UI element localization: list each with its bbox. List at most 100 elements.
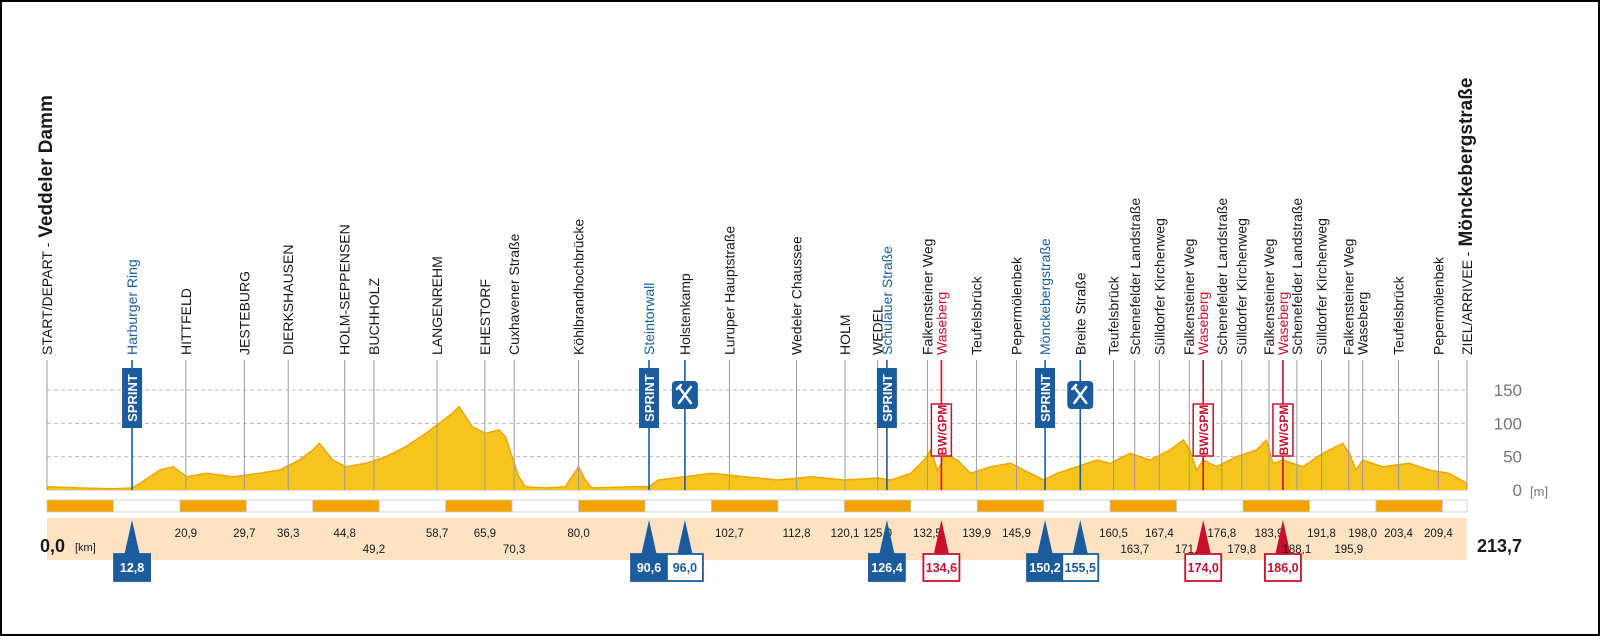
km-label: 209,4 xyxy=(1424,528,1453,540)
waypoint-name-text: Sülldorfer Kirchenweg xyxy=(1234,218,1250,355)
km-label: 139,9 xyxy=(962,528,991,540)
waypoint-name-text: Mönckebergstraße xyxy=(1037,238,1053,355)
km-label: 188,1 xyxy=(1283,544,1312,556)
waypoint-name-text: DIERKSHAUSEN xyxy=(280,245,296,355)
waypoint-name-bold: Veddeler Damm xyxy=(36,95,57,238)
km-label: 20,9 xyxy=(175,528,197,540)
waypoint-name-text: HOLM xyxy=(837,315,853,355)
sprint-box xyxy=(1035,368,1056,428)
waypoint-name-text: HITTFELD xyxy=(178,288,194,355)
km-label: 70,3 xyxy=(503,544,525,556)
km-stripe xyxy=(1109,499,1178,513)
km-stripe xyxy=(1375,499,1443,513)
x-unit: [km] xyxy=(75,542,96,554)
waypoint-name: Steintorwall xyxy=(641,283,657,355)
km-stripe xyxy=(445,499,513,513)
waypoint-name-text: LANGENREHM xyxy=(429,256,445,355)
km-stripe xyxy=(113,499,181,513)
km-badge xyxy=(922,553,961,582)
waypoint-name-text: Steintorwall xyxy=(641,283,657,355)
gpm-label: BW/GPM xyxy=(935,405,949,456)
badge-pointer xyxy=(676,520,693,556)
km-badge xyxy=(868,553,906,582)
waypoint-name: Teufelsbrück xyxy=(1105,275,1121,355)
waypoint-name: Holstenkamp xyxy=(677,273,693,355)
km-stripe xyxy=(1442,499,1468,513)
waypoint-name: START/DEPART - Veddeler Damm xyxy=(36,95,57,355)
km-label: 49,2 xyxy=(363,544,385,556)
waypoint-name: Sülldorfer Kirchenweg xyxy=(1313,218,1329,355)
waypoint-name: Schenefelder Landstraße xyxy=(1127,198,1143,355)
badge-pointer xyxy=(878,520,895,556)
km-badge-label: 155,5 xyxy=(1065,561,1096,575)
waypoint-name-text: Falkensteiner Weg xyxy=(1341,239,1357,355)
km-badge-label: 186,0 xyxy=(1267,561,1298,575)
km-stripe xyxy=(378,499,447,513)
badge-pointer xyxy=(1274,520,1291,556)
km-label: 44,8 xyxy=(333,528,355,540)
waypoint-name: Waseberg xyxy=(1195,292,1211,355)
waypoint-name-text: Falkensteiner Weg xyxy=(1181,239,1197,355)
waypoint-name-text: Köhlbrandhochbrücke xyxy=(571,219,587,355)
badge-pointer xyxy=(124,520,141,556)
waypoint-name-text: Luruper Hauptstraße xyxy=(721,226,737,355)
km-label: 120,1 xyxy=(831,528,860,540)
feed-icon-cutlery xyxy=(675,383,693,405)
km-badge-label: 90,6 xyxy=(637,561,661,575)
waypoint-name: Falkensteiner Weg xyxy=(1181,239,1197,355)
km-label: 183,9 xyxy=(1255,528,1284,540)
waypoint-name: Schenefelder Landstraße xyxy=(1289,198,1305,355)
sprint-label: SPRINT xyxy=(642,374,657,422)
km-stripe xyxy=(1176,499,1244,513)
waypoint-name-text: Sülldorfer Kirchenweg xyxy=(1313,218,1329,355)
km-label: 198,0 xyxy=(1348,528,1377,540)
waypoint-name-text: Schulauer Straße xyxy=(879,246,895,355)
waypoint-name-text: Holstenkamp xyxy=(677,273,693,355)
waypoint-name: Luruper Hauptstraße xyxy=(721,226,737,355)
waypoint-name-text: Cuxhavener Straße xyxy=(506,233,522,355)
gpm-label: BW/GPM xyxy=(1197,405,1211,456)
waypoint-name: HITTFELD xyxy=(178,288,194,355)
waypoint-name: JESTEBURG xyxy=(236,271,252,355)
km-stripe xyxy=(910,499,978,513)
badge-pointer xyxy=(1072,520,1089,556)
waypoint-name-text: EHESTORF xyxy=(477,279,493,355)
waypoint-name: Köhlbrandhochbrücke xyxy=(571,219,587,355)
waypoint-name: Harburger Ring xyxy=(124,259,140,355)
km-label: 112,8 xyxy=(783,528,811,540)
badge-pointer xyxy=(933,520,950,556)
km-badge xyxy=(1026,553,1064,582)
waypoint-name: HOLM xyxy=(837,315,853,355)
waypoint-prefix: START/DEPART - xyxy=(39,242,55,355)
waypoint-name-text: Waseberg xyxy=(1195,292,1211,355)
km-label: 203,4 xyxy=(1384,528,1413,540)
km-label: 29,7 xyxy=(233,528,255,540)
km-label: 132,5 xyxy=(913,528,942,540)
km-label: 36,3 xyxy=(277,528,299,540)
km-stripe xyxy=(976,499,1045,513)
waypoint-name: Waseberg xyxy=(1355,292,1371,355)
km-stripe xyxy=(245,499,314,513)
sprint-label: SPRINT xyxy=(125,374,140,422)
km-stripe xyxy=(1242,499,1310,513)
km-band xyxy=(47,518,1467,560)
km-label: 179,8 xyxy=(1227,544,1256,556)
sprint-label: SPRINT xyxy=(880,374,895,422)
km-label: 145,9 xyxy=(1002,528,1031,540)
badge-pointer xyxy=(641,520,658,556)
waypoint-name: Schenefelder Landstraße xyxy=(1214,198,1230,355)
km-stripe xyxy=(179,499,247,513)
waypoint-name: Teufelsbrück xyxy=(1391,275,1407,355)
waypoint-name-text: Teufelsbrück xyxy=(969,275,985,355)
waypoint-name-text: Schenefelder Landstraße xyxy=(1127,198,1143,355)
km-label: 191,8 xyxy=(1307,528,1336,540)
waypoint-name-text: Schenefelder Landstraße xyxy=(1214,198,1230,355)
km-label: 176,8 xyxy=(1207,528,1236,540)
waypoint-name: Falkensteiner Weg xyxy=(1261,239,1277,355)
km-stripe xyxy=(511,499,579,513)
waypoint-name-text: Falkensteiner Weg xyxy=(1261,239,1277,355)
gpm-box xyxy=(1192,403,1214,457)
waypoint-name: Sülldorfer Kirchenweg xyxy=(1234,218,1250,355)
km-label: 65,9 xyxy=(474,528,496,540)
